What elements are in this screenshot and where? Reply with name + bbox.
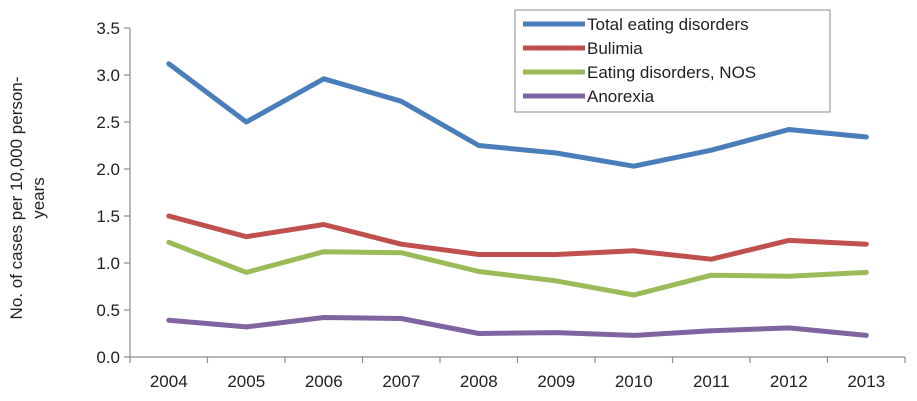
y-tick-label: 3.5 [96,19,120,38]
legend: Total eating disorders Bulimia Eating diso… [514,9,831,113]
y-axis-title-line-1: No. of cases per 10,000 person- [7,77,26,320]
y-tick-label: 0.5 [96,301,120,320]
y-axis-title: No. of cases per 10,000 person- years [7,77,48,320]
x-tick-label: 2011 [693,372,730,391]
legend-label: Anorexia [587,87,655,106]
axes: 0.0 0.5 1.0 1.5 2.0 2.5 3.0 3.5 2004 2005 2006 2007… [96,19,906,391]
x-tick-label: 2009 [537,372,575,391]
y-tick-label: 2.5 [96,113,120,132]
series-layer [166,61,869,338]
y-tick-label: 2.0 [96,160,120,179]
x-tick-label: 2004 [150,372,188,391]
legend-label: Total eating disorders [587,15,749,34]
legend-label: Eating disorders, NOS [587,63,756,82]
series-line-anorexia [166,315,869,338]
x-tick-label: 2012 [770,372,808,391]
y-tick-label: 1.0 [96,254,120,273]
x-tick-label: 2005 [227,372,265,391]
series-line-eating-disorders-nos [166,239,869,298]
legend-label: Bulimia [587,39,643,58]
y-tick-label: 0.0 [96,348,120,367]
series-line-bulimia [166,213,869,262]
x-tick-label: 2013 [847,372,885,391]
y-tick-label: 1.5 [96,207,120,226]
x-tick-label: 2007 [382,372,420,391]
series-line-total-eating-disorders [166,61,869,169]
y-axis-title-line-2: years [29,177,48,219]
y-tick-label: 3.0 [96,66,120,85]
x-tick-label: 2006 [305,372,343,391]
x-tick-label: 2010 [615,372,653,391]
x-tick-label: 2008 [460,372,498,391]
